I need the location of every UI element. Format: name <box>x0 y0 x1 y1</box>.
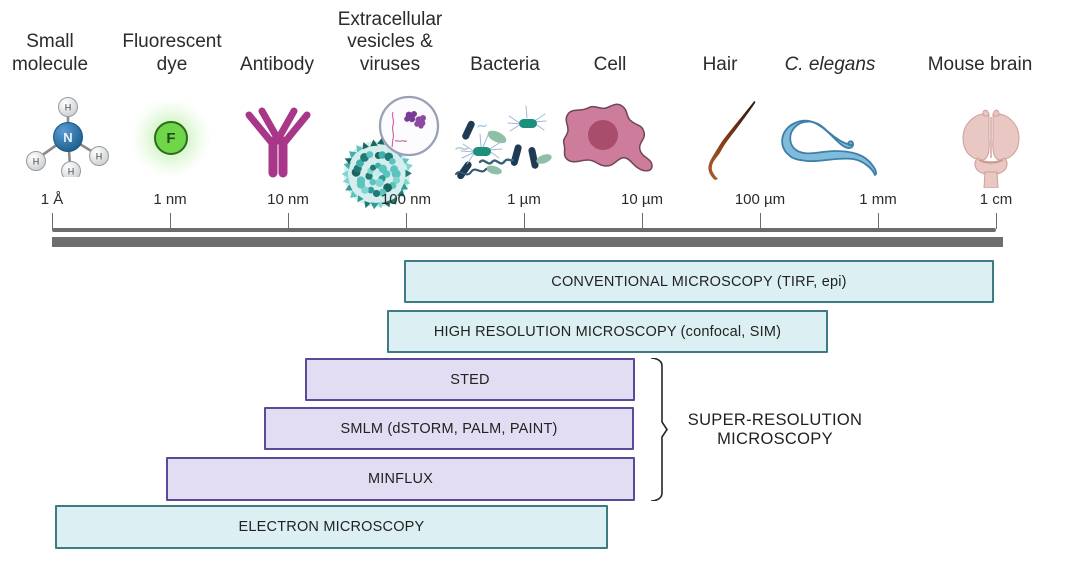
svg-text:H: H <box>68 167 75 177</box>
svg-text:N: N <box>63 130 72 145</box>
svg-text:F: F <box>166 130 175 147</box>
svg-text:H: H <box>65 103 72 113</box>
svg-text:H: H <box>96 152 103 162</box>
svg-text:H: H <box>33 157 40 167</box>
